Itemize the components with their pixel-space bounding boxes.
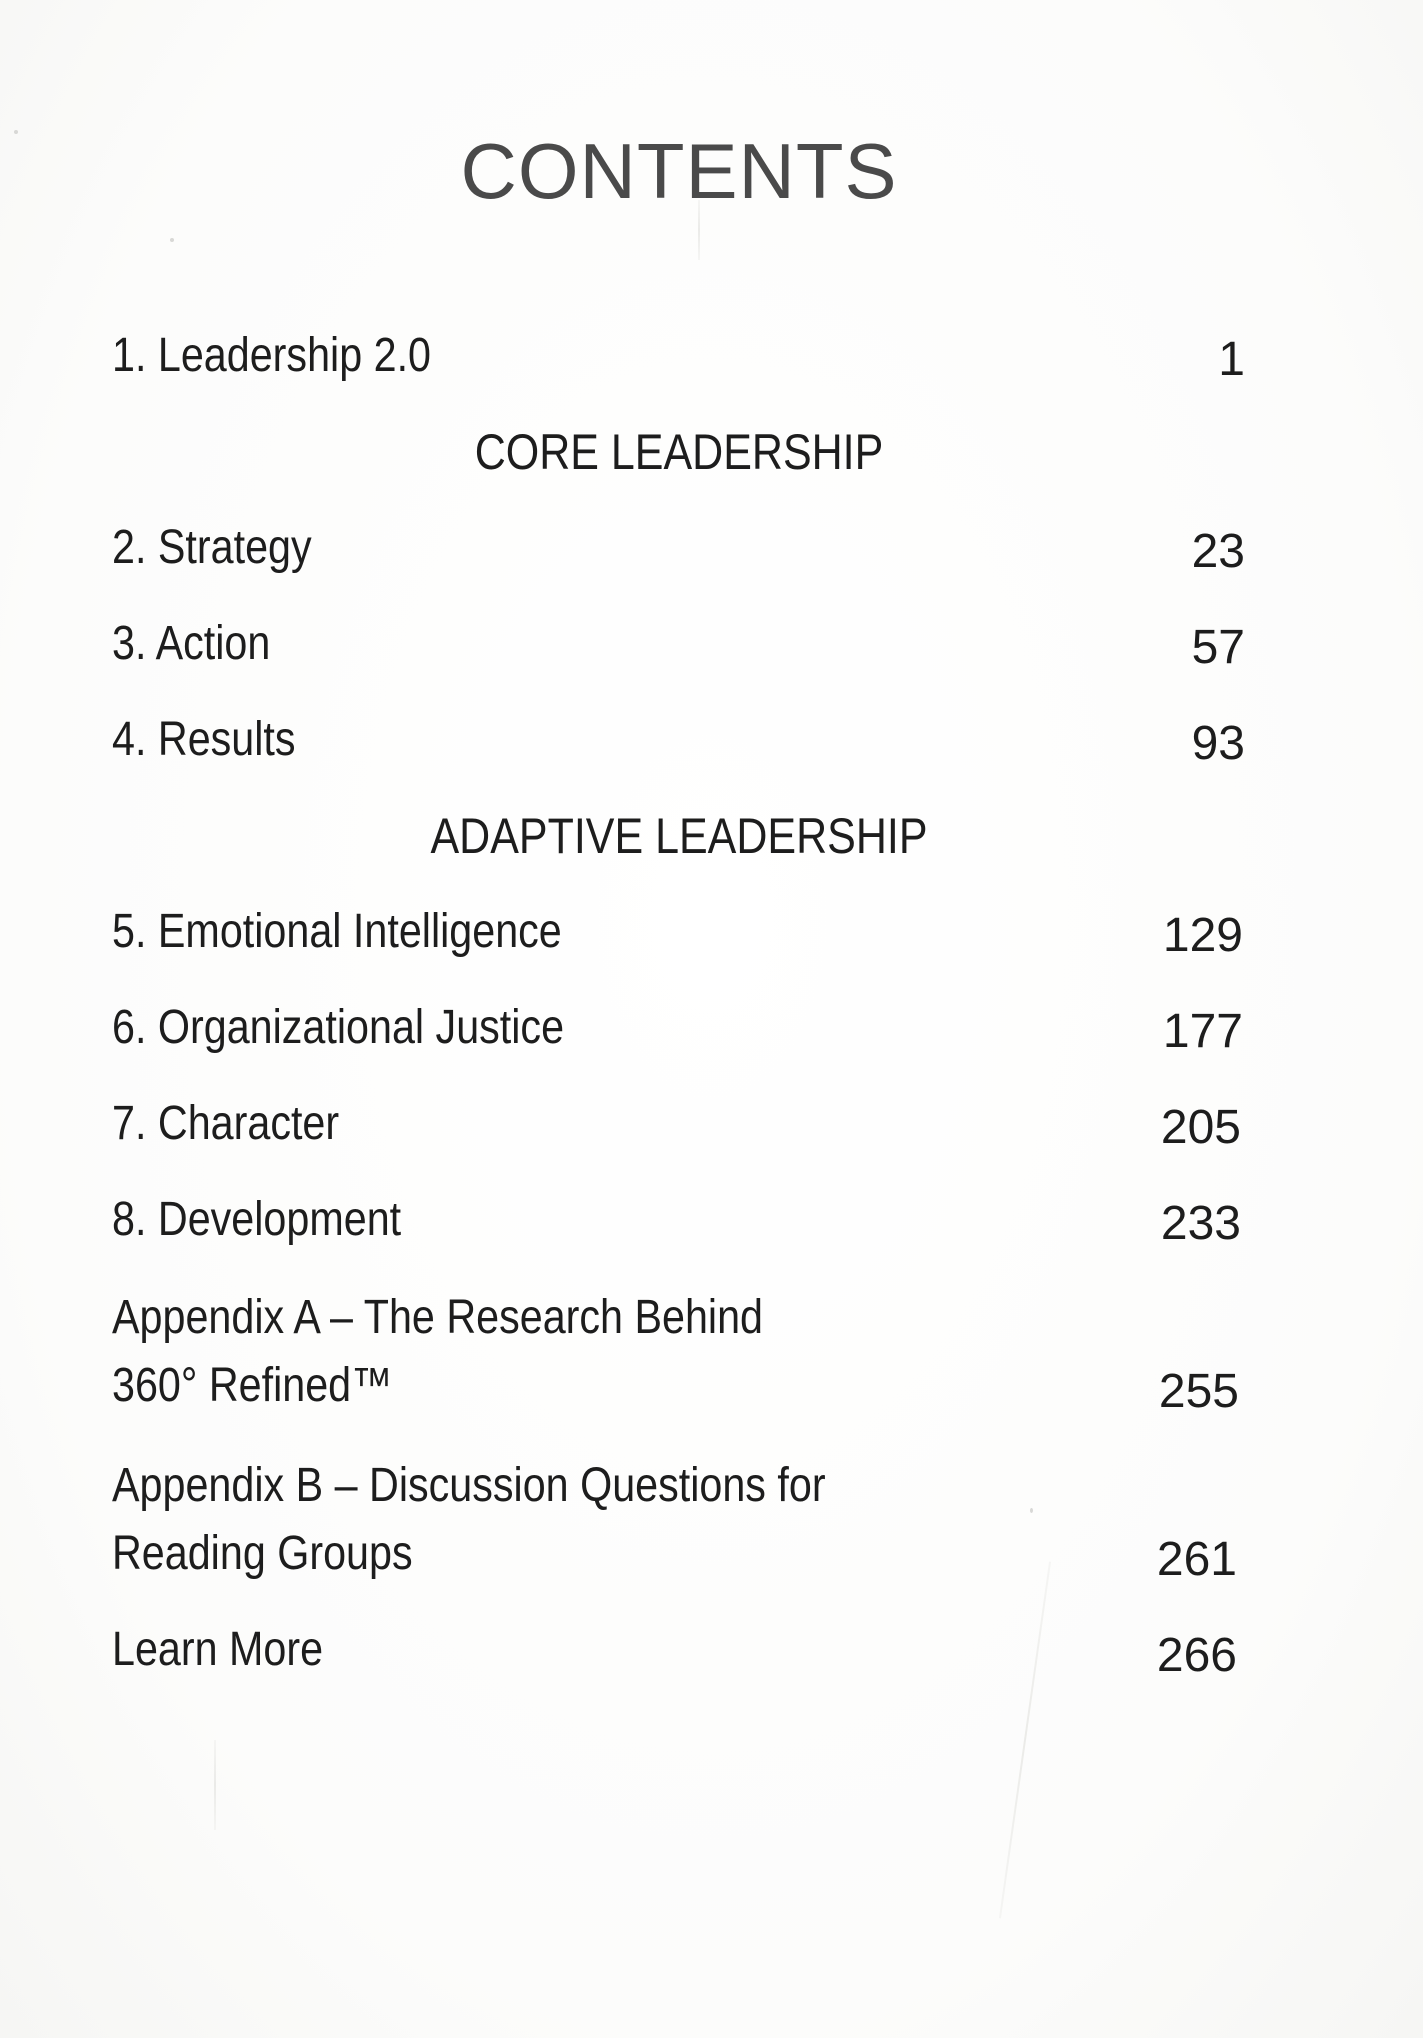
- toc-entry-label: 7. Character: [112, 1097, 340, 1150]
- section-heading-core-leadership: CORE LEADERSHIP: [474, 424, 884, 480]
- toc-entry-page-number: 205: [1160, 1101, 1241, 1154]
- toc-entry-leadership-2-0: 1. Leadership 2.0: [112, 322, 1084, 390]
- toc-entry-label: Learn More: [112, 1623, 324, 1676]
- toc-entry-action: 3. Action: [112, 610, 1084, 678]
- toc-entry-label: 2. Strategy: [112, 521, 312, 574]
- toc-entry-learn-more: Learn More: [112, 1616, 1084, 1684]
- toc-entry-page-number: 255: [1158, 1365, 1239, 1418]
- toc-entry-label: 5. Emotional Intelligence: [112, 905, 562, 958]
- page-crease: [214, 1740, 216, 1830]
- toc-entry-development: 8. Development: [112, 1186, 1084, 1254]
- toc-entry-results: 4. Results: [112, 706, 1084, 774]
- toc-entry-page-number: 233: [1160, 1197, 1241, 1250]
- toc-entry-character: 7. Character: [112, 1090, 1084, 1158]
- toc-entry-page-number: 1: [1218, 333, 1245, 386]
- toc-entry-organizational-justice: 6. Organizational Justice: [112, 994, 1084, 1062]
- toc-entry-page-number: 93: [1191, 717, 1245, 770]
- toc-entry-label-line-2: Reading Groups: [112, 1527, 413, 1580]
- toc-entry-strategy: 2. Strategy: [112, 514, 1084, 582]
- toc-entry-page-number: 57: [1191, 621, 1245, 674]
- section-heading-adaptive-leadership: ADAPTIVE LEADERSHIP: [430, 808, 928, 864]
- toc-entry-appendix-b: Appendix B – Discussion Questions for Re…: [112, 1452, 1084, 1588]
- toc-entry-label-line-1: Appendix A – The Research Behind: [112, 1291, 764, 1344]
- toc-entry-label: 6. Organizational Justice: [112, 1001, 565, 1054]
- toc-entry-label: 4. Results: [112, 713, 296, 766]
- page-title: CONTENTS: [460, 127, 898, 215]
- toc-entry-emotional-intelligence: 5. Emotional Intelligence: [112, 898, 1084, 966]
- paper-speck: [1030, 1508, 1033, 1513]
- page-crease: [698, 200, 700, 260]
- toc-entry-label-line-2: 360° Refined™: [112, 1359, 393, 1412]
- toc-entry-appendix-a: Appendix A – The Research Behind 360° Re…: [112, 1284, 1084, 1420]
- toc-entry-page-number: 266: [1156, 1629, 1237, 1682]
- paper-speck: [170, 238, 174, 242]
- toc-entry-page-number: 129: [1162, 909, 1243, 962]
- toc-entry-label: 1. Leadership 2.0: [112, 329, 432, 382]
- toc-entry-page-number: 23: [1191, 525, 1245, 578]
- toc-entry-label: 3. Action: [112, 617, 271, 670]
- toc-entry-label: 8. Development: [112, 1193, 402, 1246]
- toc-entry-page-number: 177: [1162, 1005, 1243, 1058]
- paper-speck: [14, 130, 18, 134]
- toc-entry-label-line-1: Appendix B – Discussion Questions for: [112, 1459, 826, 1512]
- toc-entry-page-number: 261: [1156, 1533, 1237, 1586]
